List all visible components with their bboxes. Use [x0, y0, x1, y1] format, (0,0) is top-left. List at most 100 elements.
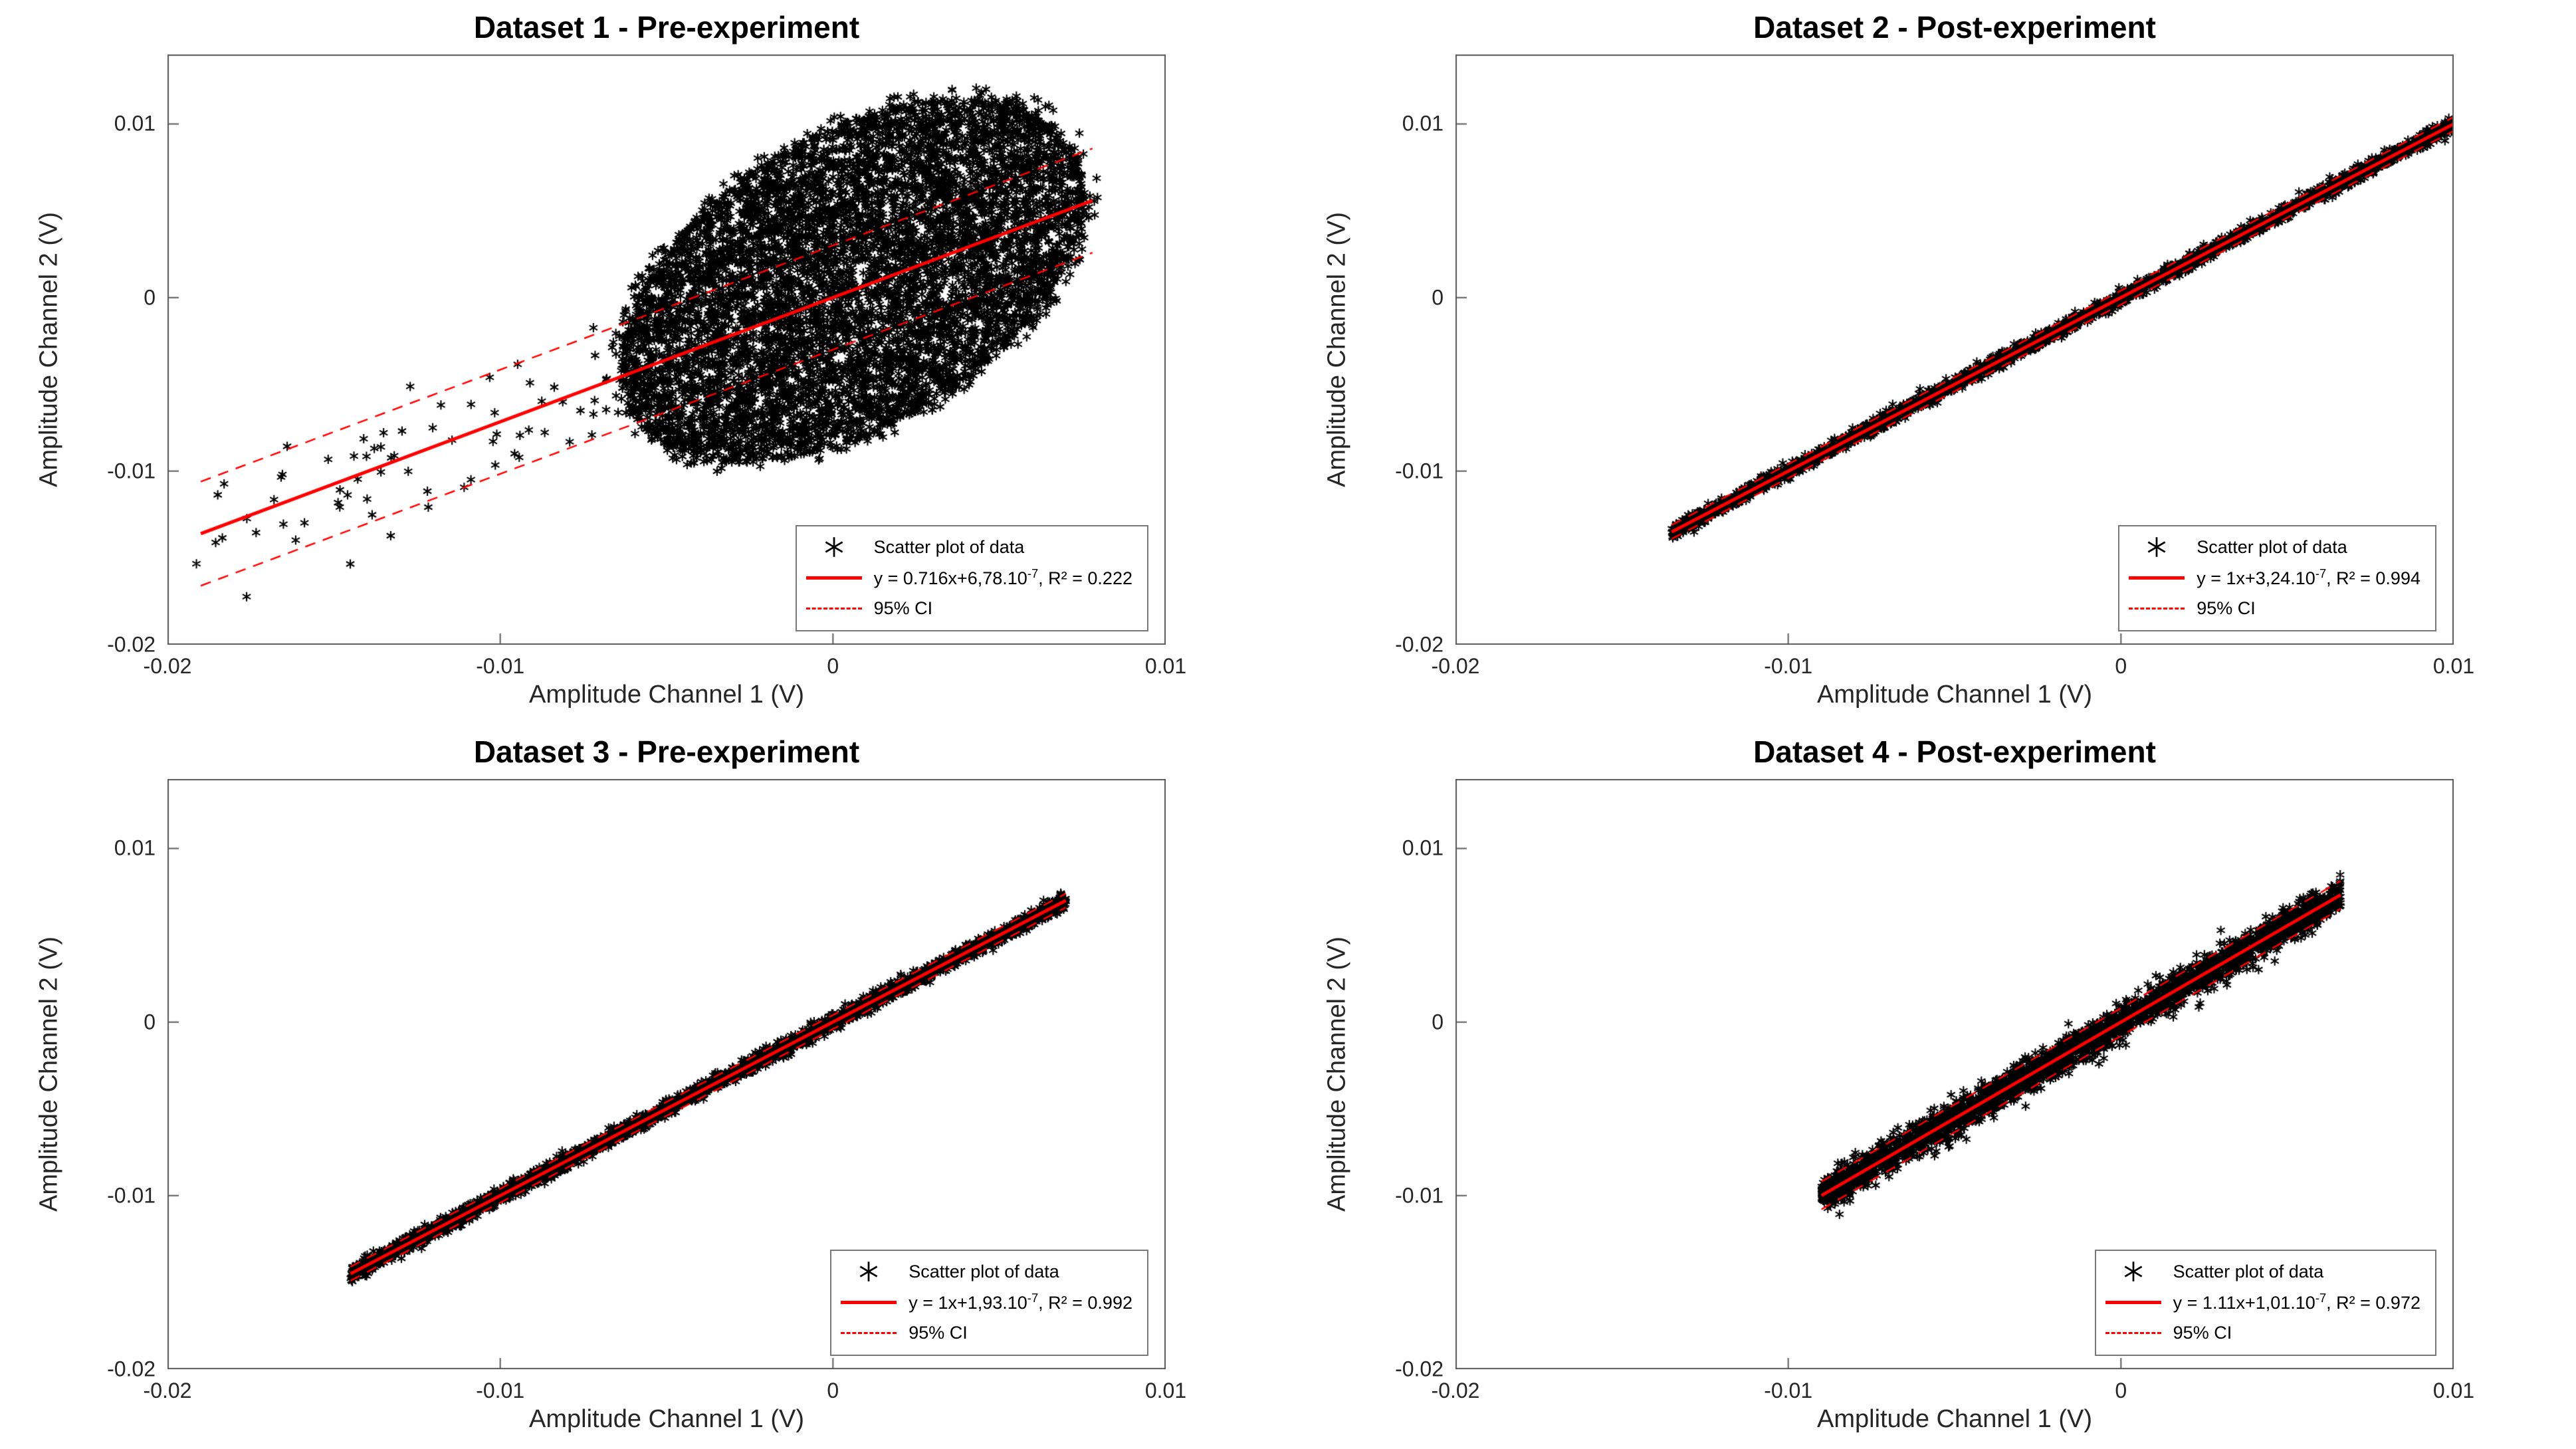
x-tick-label: 0.01	[1144, 1379, 1187, 1402]
x-tick-label: 0	[2115, 1379, 2127, 1402]
legend-entry-ci: 95% CI	[2104, 1317, 2420, 1348]
fit-equation-base: y = 0.716x+6,78.10	[873, 568, 1027, 588]
legend: Scatter plot of data y = 1x+3,24.10-7, R…	[2118, 525, 2436, 631]
plot-title: Dataset 2 - Post-experiment	[1753, 10, 2156, 45]
x-tick-label: 0	[827, 654, 839, 678]
y-tick-label: -0.02	[1395, 632, 1444, 657]
fit-equation-base: y = 1x+1,93.10	[909, 1293, 1027, 1313]
y-tick-label: 0.01	[1402, 836, 1444, 860]
legend-label-scatter: Scatter plot of data	[873, 536, 1025, 557]
subplot-dataset-1: Dataset 1 - Pre-experiment Amplitude Cha…	[0, 0, 1288, 724]
fit-line-sample	[2105, 1300, 2161, 1304]
x-tick-label: -0.02	[1431, 1379, 1480, 1402]
legend-entry-scatter: Scatter plot of data	[2104, 1256, 2420, 1287]
legend-entry-fit: y = 1x+1,93.10-7, R² = 0.992	[839, 1287, 1132, 1317]
subplot-dataset-3: Dataset 3 - Pre-experiment Amplitude Cha…	[0, 724, 1288, 1449]
legend: Scatter plot of data y = 1.11x+1,01.10-7…	[2094, 1250, 2436, 1356]
x-tick-label: -0.01	[1764, 654, 1813, 678]
x-tick-label: -0.02	[143, 1379, 192, 1402]
legend-entry-ci: 95% CI	[839, 1317, 1132, 1348]
x-tick-label: 0.01	[2432, 654, 2475, 678]
x-tick-label: -0.01	[1764, 1379, 1813, 1402]
plot-area: Scatter plot of data y = 1x+1,93.10-7, R…	[167, 779, 1166, 1369]
y-tick-label: 0	[1432, 285, 1444, 310]
fit-equation-exponent: -7	[2315, 1291, 2327, 1305]
fit-line-sample	[841, 1300, 897, 1304]
y-tick-label: 0.01	[1402, 111, 1444, 136]
legend-label-fit: y = 1x+1,93.10-7, R² = 0.992	[909, 1291, 1132, 1313]
legend-label-scatter: Scatter plot of data	[2173, 1261, 2324, 1282]
legend-entry-fit: y = 1.11x+1,01.10-7, R² = 0.972	[2104, 1287, 2420, 1317]
x-tick-label: 0	[2115, 654, 2127, 678]
fit-equation-exponent: -7	[1027, 566, 1039, 580]
y-tick-label: -0.02	[1395, 1357, 1444, 1381]
x-tick-label: -0.01	[476, 1379, 525, 1402]
asterisk-marker-icon	[2147, 537, 2166, 557]
legend-label-fit: y = 0.716x+6,78.10-7, R² = 0.222	[874, 566, 1132, 589]
x-tick-label: 0.01	[2432, 1379, 2475, 1402]
legend-entry-ci: 95% CI	[2127, 593, 2420, 623]
x-tick-label: 0	[827, 1379, 839, 1402]
x-tick-label: -0.02	[1431, 654, 1480, 678]
fit-equation-r2: , R² = 0.992	[1038, 1293, 1132, 1313]
legend: Scatter plot of data y = 1x+1,93.10-7, R…	[830, 1250, 1148, 1356]
ci-line-sample	[805, 607, 862, 610]
legend-entry-scatter: Scatter plot of data	[805, 532, 1132, 562]
y-axis-label: Amplitude Channel 2 (V)	[35, 212, 63, 487]
legend-label-ci: 95% CI	[873, 598, 933, 618]
subplot-dataset-4: Dataset 4 - Post-experiment Amplitude Ch…	[1288, 724, 2576, 1449]
scatter-marker-sample	[2127, 534, 2186, 560]
legend-entry-fit: y = 0.716x+6,78.10-7, R² = 0.222	[805, 562, 1132, 593]
plot-area: Scatter plot of data y = 1x+3,24.10-7, R…	[1455, 55, 2454, 645]
y-axis-label: Amplitude Channel 2 (V)	[1323, 937, 1351, 1212]
fit-equation-exponent: -7	[1027, 1291, 1039, 1305]
legend-label-fit: y = 1.11x+1,01.10-7, R² = 0.972	[2173, 1291, 2420, 1313]
asterisk-marker-icon	[859, 1262, 878, 1282]
y-tick-label: -0.02	[107, 1357, 156, 1381]
y-tick-label: -0.01	[107, 459, 156, 483]
plot-title: Dataset 1 - Pre-experiment	[473, 10, 860, 45]
legend-label-ci: 95% CI	[909, 1322, 968, 1343]
x-tick-label: -0.01	[476, 654, 525, 678]
y-tick-label: -0.02	[107, 632, 156, 657]
legend-label-scatter: Scatter plot of data	[2197, 536, 2347, 557]
legend-label-scatter: Scatter plot of data	[909, 1261, 1059, 1282]
y-axis-label: Amplitude Channel 2 (V)	[1323, 212, 1351, 487]
y-axis-label: Amplitude Channel 2 (V)	[35, 937, 63, 1212]
legend-entry-scatter: Scatter plot of data	[839, 1256, 1132, 1287]
scatter-marker-sample	[805, 534, 863, 560]
plot-title: Dataset 3 - Pre-experiment	[473, 734, 860, 769]
fit-equation-base: y = 1x+3,24.10	[2197, 568, 2315, 588]
x-tick-label: -0.02	[143, 654, 192, 678]
fit-line-sample	[805, 576, 862, 580]
x-tick-label: 0.01	[1144, 654, 1187, 678]
asterisk-marker-icon	[2124, 1262, 2143, 1282]
ci-line-sample	[841, 1331, 897, 1334]
y-tick-label: 0	[144, 285, 156, 310]
y-tick-label: 0.01	[114, 836, 156, 860]
subplot-dataset-2: Dataset 2 - Post-experiment Amplitude Ch…	[1288, 0, 2576, 724]
y-tick-label: 0	[144, 1010, 156, 1034]
x-axis-label: Amplitude Channel 1 (V)	[529, 681, 804, 709]
fit-equation-base: y = 1.11x+1,01.10	[2173, 1293, 2315, 1313]
y-tick-label: -0.01	[107, 1183, 156, 1208]
fit-line-sample	[2129, 576, 2185, 580]
ci-line-sample	[2105, 1331, 2161, 1334]
legend-label-ci: 95% CI	[2197, 598, 2256, 618]
fit-equation-r2: , R² = 0.994	[2326, 568, 2420, 588]
y-tick-label: 0.01	[114, 111, 156, 136]
legend-entry-scatter: Scatter plot of data	[2127, 532, 2420, 562]
y-tick-label: -0.01	[1395, 1183, 1444, 1208]
legend-entry-fit: y = 1x+3,24.10-7, R² = 0.994	[2127, 562, 2420, 593]
scatter-marker-sample	[839, 1259, 898, 1284]
x-axis-label: Amplitude Channel 1 (V)	[529, 1405, 804, 1433]
ci-line-sample	[2129, 607, 2185, 610]
legend: Scatter plot of data y = 0.716x+6,78.10-…	[795, 525, 1148, 631]
scatter-marker-sample	[2104, 1259, 2163, 1284]
fit-equation-r2: , R² = 0.222	[1038, 568, 1132, 588]
plot-area: Scatter plot of data y = 1.11x+1,01.10-7…	[1455, 779, 2454, 1369]
plot-area: Scatter plot of data y = 0.716x+6,78.10-…	[167, 55, 1166, 645]
legend-label-ci: 95% CI	[2173, 1322, 2232, 1343]
asterisk-marker-icon	[825, 537, 843, 557]
